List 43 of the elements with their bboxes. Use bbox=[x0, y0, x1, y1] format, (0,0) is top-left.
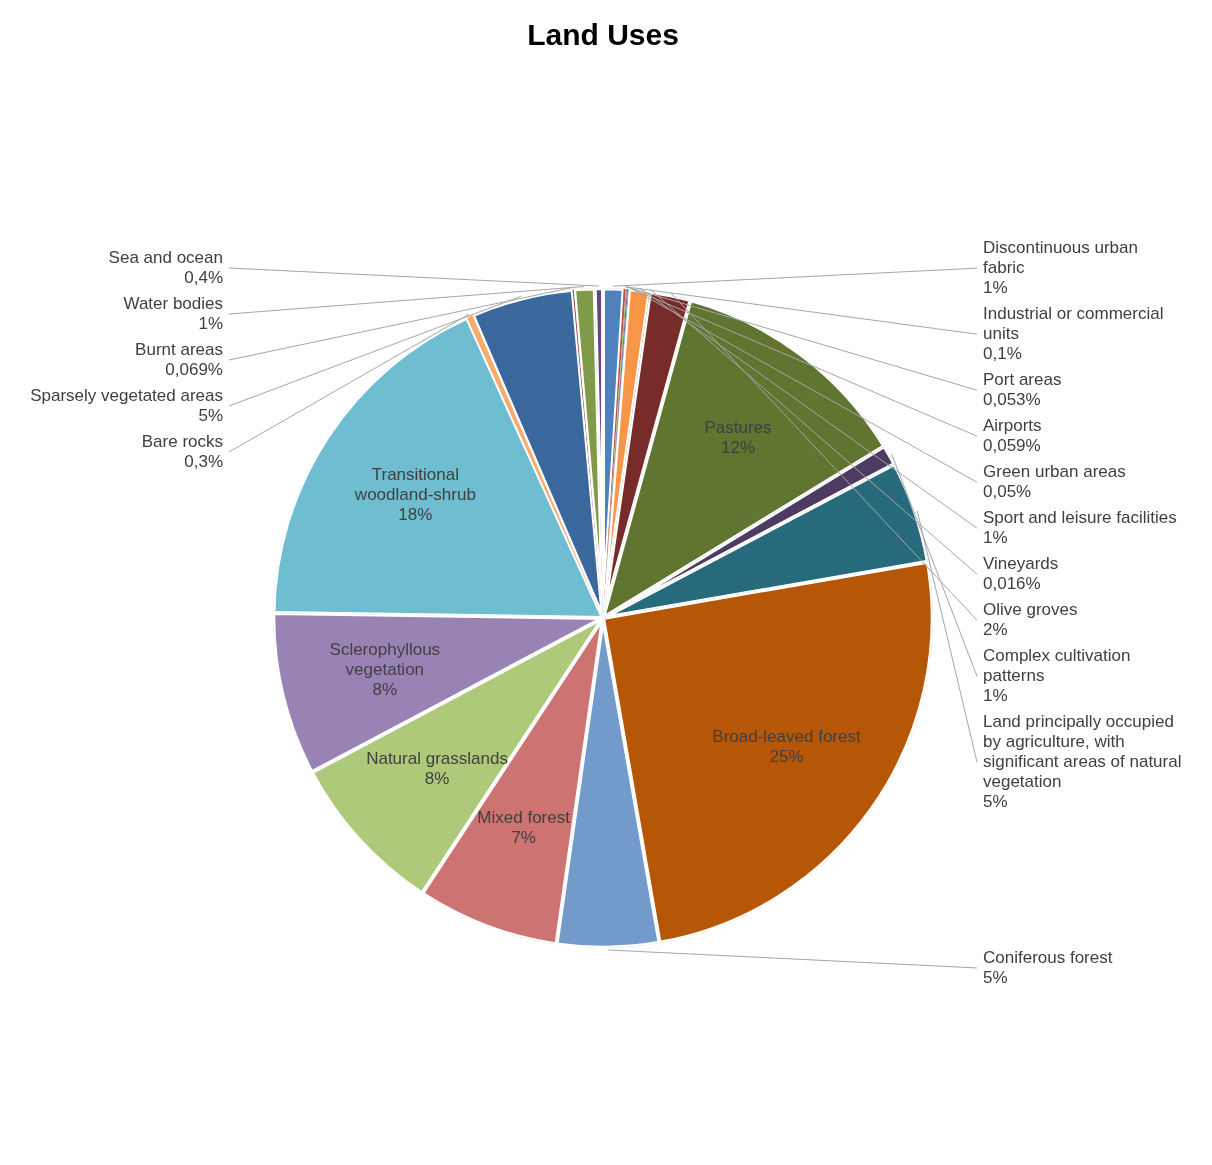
slice-label: Coniferous forest bbox=[983, 947, 1113, 967]
slice-label: Port areas bbox=[983, 369, 1062, 389]
slice-label: Broad-leaved forest bbox=[712, 726, 861, 746]
slice-label: Olive groves bbox=[983, 599, 1078, 619]
data-label: 5% bbox=[983, 967, 1008, 987]
data-label: 18% bbox=[398, 504, 433, 524]
data-label: 0,016% bbox=[983, 573, 1041, 593]
data-label: 0,053% bbox=[983, 389, 1041, 409]
slice-label: Airports bbox=[983, 415, 1042, 435]
data-label: 0,4% bbox=[184, 267, 223, 287]
data-label: 0,05% bbox=[983, 481, 1032, 501]
slice-label: Green urban areas bbox=[983, 461, 1126, 481]
data-label: 1% bbox=[983, 277, 1008, 297]
slice-label: Burnt areas bbox=[135, 339, 223, 359]
data-label: 5% bbox=[983, 791, 1008, 811]
slice-label: Sport and leisure facilities bbox=[983, 507, 1177, 527]
data-label: 8% bbox=[424, 768, 450, 788]
slice-label: Vineyards bbox=[983, 553, 1059, 573]
slice-label: Bare rocks bbox=[141, 431, 223, 451]
data-label: 25% bbox=[769, 746, 804, 766]
slice-label: Land principally occupied by agriculture, with significant areas of natural vegetation bbox=[983, 711, 1182, 791]
data-label: 0,069% bbox=[165, 359, 223, 379]
slice-label: Sparsely vegetated areas bbox=[30, 385, 223, 405]
data-label: 1% bbox=[983, 685, 1008, 705]
data-label: 2% bbox=[983, 619, 1008, 639]
slice-label: Transitional woodland-shrub bbox=[353, 464, 476, 504]
data-label: 5% bbox=[198, 405, 223, 425]
slice-label: Discontinuous urban fabric bbox=[983, 237, 1138, 277]
slice-label: Complex cultivation patterns bbox=[983, 645, 1131, 685]
data-label: 7% bbox=[511, 827, 536, 847]
slice-label: Mixed forest bbox=[477, 807, 571, 827]
slice-label: Industrial or commercial units bbox=[983, 303, 1164, 343]
data-label: 0,1% bbox=[983, 343, 1022, 363]
chart-title: Land Uses bbox=[527, 18, 679, 52]
slice-label: Sclerophyllous vegetation bbox=[329, 640, 441, 680]
data-label: 1% bbox=[983, 527, 1008, 547]
data-label: 0,059% bbox=[983, 435, 1041, 455]
data-label: 8% bbox=[372, 680, 398, 700]
slice-label: Natural grasslands bbox=[366, 748, 508, 768]
data-label: 1% bbox=[198, 313, 223, 333]
slice-label: Water bodies bbox=[123, 293, 223, 313]
data-label: 0,3% bbox=[184, 451, 223, 471]
slice-label: Sea and ocean bbox=[108, 247, 223, 267]
